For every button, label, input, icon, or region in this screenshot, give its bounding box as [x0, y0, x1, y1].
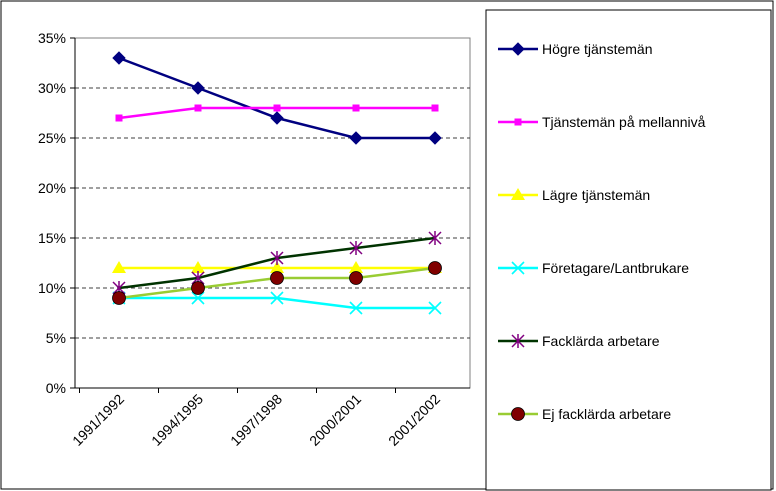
- y-tick-label: 35%: [38, 30, 66, 46]
- y-tick-label: 20%: [38, 180, 66, 196]
- legend-entry: Ej facklärda arbetare: [498, 406, 671, 422]
- legend-box: [485, 9, 772, 491]
- data-point: [270, 251, 284, 265]
- data-point: [349, 301, 363, 315]
- data-point: [270, 111, 284, 125]
- legend-entry: Lägre tjänstemän: [498, 187, 650, 203]
- data-point: [112, 261, 126, 273]
- data-point: [349, 271, 363, 285]
- y-axis: 0% 5% 10% 15% 20% 25% 30% 35%: [38, 30, 76, 396]
- data-point: [511, 42, 525, 56]
- data-point: [511, 261, 525, 275]
- y-tick-label: 5%: [46, 330, 66, 346]
- series: [112, 261, 442, 273]
- data-point: [270, 271, 284, 285]
- data-point: [273, 104, 281, 112]
- series: [112, 51, 442, 145]
- data-point: [352, 104, 360, 112]
- y-tick-label: 10%: [38, 280, 66, 296]
- legend: Högre tjänstemän Tjänstemän på mellannivå…: [498, 41, 706, 422]
- data-point: [194, 104, 202, 112]
- y-tick-label: 25%: [38, 130, 66, 146]
- data-point: [511, 407, 525, 421]
- y-tick-label: 0%: [46, 380, 66, 396]
- y-tick-label: 30%: [38, 80, 66, 96]
- data-point: [270, 291, 284, 305]
- data-point: [191, 281, 205, 295]
- series: [112, 231, 442, 295]
- data-point: [514, 118, 522, 126]
- data-point: [431, 104, 439, 112]
- legend-label: Ej facklärda arbetare: [542, 406, 671, 422]
- legend-entry: Högre tjänstemän: [498, 41, 653, 57]
- legend-label: Lägre tjänstemän: [542, 187, 650, 203]
- legend-label: Tjänstemän på mellannivå: [542, 114, 706, 130]
- data-point: [191, 261, 205, 273]
- legend-label: Högre tjänstemän: [542, 41, 653, 57]
- legend-label: Facklärda arbetare: [542, 333, 660, 349]
- data-point: [191, 81, 205, 95]
- data-point: [112, 291, 126, 305]
- data-point: [270, 261, 284, 273]
- legend-entry: Tjänstemän på mellannivå: [498, 114, 706, 130]
- legend-entry: Företagare/Lantbrukare: [498, 260, 689, 276]
- series: [115, 104, 439, 122]
- data-point: [349, 241, 363, 255]
- data-point: [428, 261, 442, 275]
- data-point: [349, 131, 363, 145]
- series: [112, 261, 442, 305]
- y-tick-label: 15%: [38, 230, 66, 246]
- gridlines: [75, 87, 470, 339]
- data-point: [428, 301, 442, 315]
- data-point: [428, 131, 442, 145]
- data-point: [115, 114, 123, 122]
- data-point: [428, 231, 442, 245]
- plot-area: [74, 37, 471, 389]
- data-point: [112, 51, 126, 65]
- data-point: [349, 261, 363, 273]
- data-point: [511, 334, 525, 348]
- data-point: [511, 188, 525, 200]
- series-group: [112, 51, 442, 315]
- legend-label: Företagare/Lantbrukare: [542, 260, 689, 276]
- data-point: [191, 291, 205, 305]
- legend-entry: Facklärda arbetare: [498, 333, 660, 349]
